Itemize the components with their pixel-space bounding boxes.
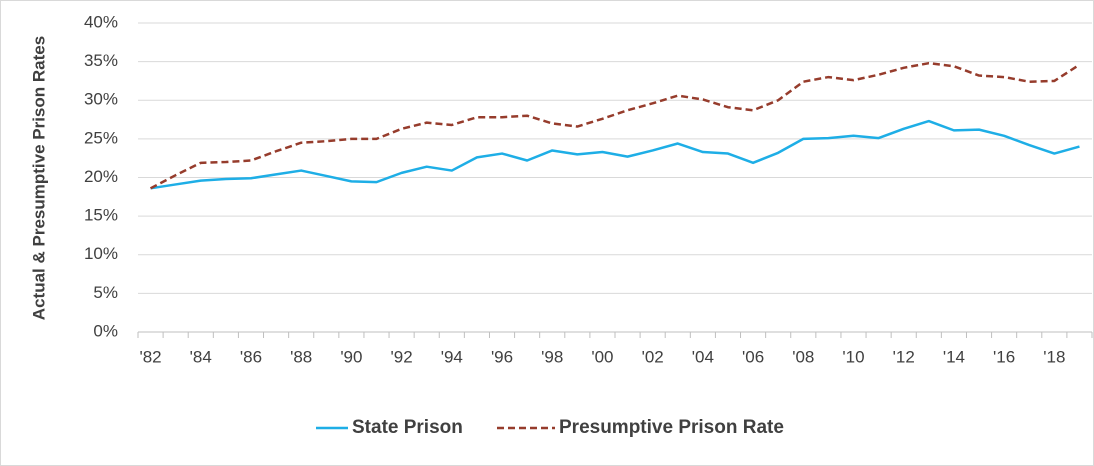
y-tick-label: 5% — [93, 283, 118, 302]
legend-label: Presumptive Prison Rate — [559, 417, 784, 438]
x-tick-label: '94 — [441, 347, 463, 366]
y-tick-label: 20% — [84, 167, 118, 186]
x-tick-label: '06 — [742, 347, 764, 366]
x-tick-label: '90 — [340, 347, 362, 366]
x-tick-label: '86 — [240, 347, 262, 366]
y-tick-label: 15% — [84, 206, 118, 225]
legend-label: State Prison — [352, 417, 463, 438]
x-tick-label: '84 — [190, 347, 212, 366]
x-tick-label: '96 — [491, 347, 513, 366]
y-tick-label: 30% — [84, 90, 118, 109]
x-tick-label: '16 — [993, 347, 1015, 366]
x-tick-label: '10 — [842, 347, 864, 366]
y-tick-label: 40% — [84, 12, 118, 31]
y-tick-label: 0% — [93, 321, 118, 340]
y-tick-label: 25% — [84, 128, 118, 147]
x-tick-label: '98 — [541, 347, 563, 366]
x-tick-label: '18 — [1043, 347, 1065, 366]
x-tick-label: '02 — [642, 347, 664, 366]
y-tick-label: 35% — [84, 51, 118, 70]
y-axis-label: Actual & Presumptive Prison Rates — [29, 36, 48, 320]
line-series — [149, 61, 1081, 190]
x-tick-label: '92 — [391, 347, 413, 366]
x-tick-label: '88 — [290, 347, 312, 366]
x-tick-label: '14 — [943, 347, 965, 366]
line-series — [150, 119, 1080, 190]
x-tick-label: '08 — [792, 347, 814, 366]
x-tick-label: '82 — [139, 347, 161, 366]
y-tick-label: 10% — [84, 244, 118, 263]
x-tick-label: '12 — [893, 347, 915, 366]
x-tick-label: '04 — [692, 347, 714, 366]
x-tick-label: '00 — [591, 347, 613, 366]
